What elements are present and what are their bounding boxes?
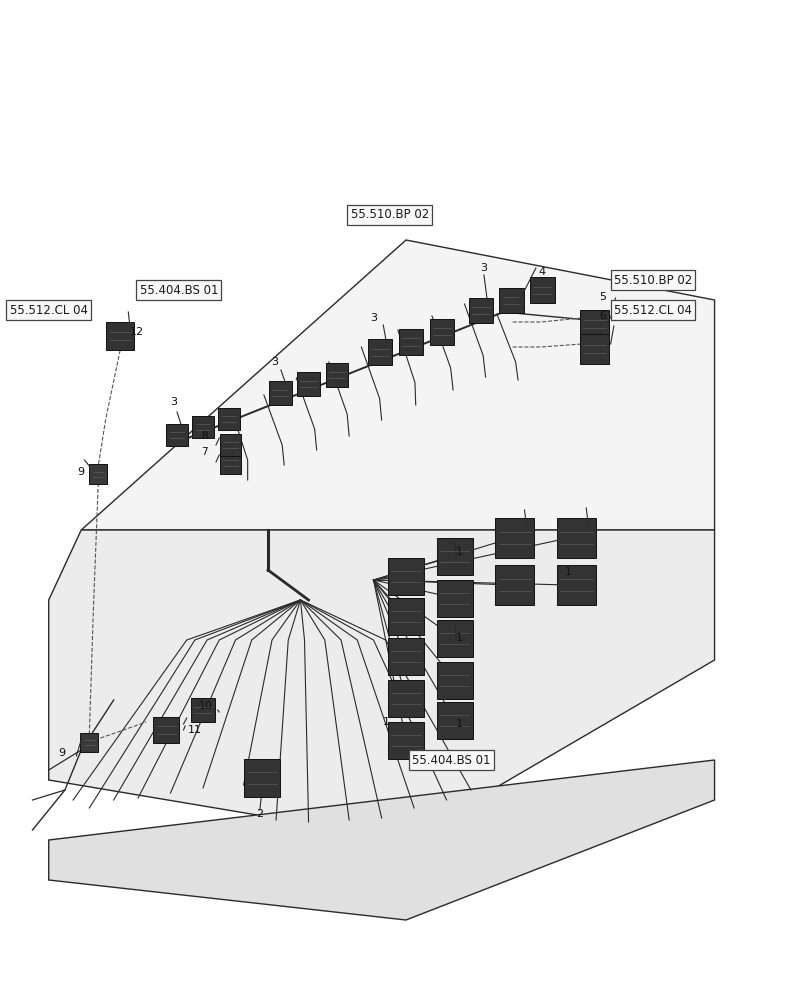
Text: 1: 1 <box>456 633 462 643</box>
Text: 12: 12 <box>129 327 144 337</box>
Text: 8: 8 <box>201 431 208 441</box>
FancyBboxPatch shape <box>388 722 423 759</box>
FancyBboxPatch shape <box>556 518 595 558</box>
Text: 1: 1 <box>564 567 571 577</box>
Text: 11: 11 <box>187 725 202 735</box>
FancyBboxPatch shape <box>325 363 348 387</box>
FancyBboxPatch shape <box>268 381 291 405</box>
Text: 3: 3 <box>170 397 177 407</box>
FancyBboxPatch shape <box>244 759 280 797</box>
Text: 55.510.BP 02: 55.510.BP 02 <box>613 273 691 286</box>
FancyBboxPatch shape <box>218 408 239 430</box>
Text: 3: 3 <box>271 357 277 367</box>
FancyBboxPatch shape <box>530 277 554 302</box>
Text: 3: 3 <box>480 263 487 273</box>
Text: 1: 1 <box>456 719 462 729</box>
FancyBboxPatch shape <box>436 580 472 616</box>
FancyBboxPatch shape <box>579 334 608 363</box>
Text: 2: 2 <box>256 809 263 819</box>
FancyBboxPatch shape <box>398 330 423 355</box>
Polygon shape <box>49 530 714 840</box>
Polygon shape <box>81 240 714 530</box>
FancyBboxPatch shape <box>388 680 423 716</box>
Polygon shape <box>49 760 714 920</box>
Text: 9: 9 <box>77 467 84 477</box>
Text: 55.510.BP 02: 55.510.BP 02 <box>350 209 428 222</box>
Text: 1: 1 <box>456 547 462 557</box>
FancyBboxPatch shape <box>436 538 472 575</box>
FancyBboxPatch shape <box>220 452 241 474</box>
Text: 55.404.BS 01: 55.404.BS 01 <box>412 754 491 766</box>
Text: 7: 7 <box>201 447 208 457</box>
FancyBboxPatch shape <box>153 717 179 743</box>
FancyBboxPatch shape <box>220 434 241 456</box>
FancyBboxPatch shape <box>468 298 492 322</box>
FancyBboxPatch shape <box>579 310 608 338</box>
Text: 6: 6 <box>599 311 605 321</box>
FancyBboxPatch shape <box>495 565 534 605</box>
Text: 55.512.CL 04: 55.512.CL 04 <box>613 304 691 316</box>
FancyBboxPatch shape <box>166 424 187 446</box>
Text: 5: 5 <box>599 292 605 302</box>
FancyBboxPatch shape <box>297 372 320 396</box>
Text: 10: 10 <box>199 701 213 711</box>
FancyBboxPatch shape <box>388 638 423 675</box>
Text: 4: 4 <box>539 267 545 277</box>
FancyBboxPatch shape <box>436 702 472 738</box>
FancyBboxPatch shape <box>436 619 472 657</box>
FancyBboxPatch shape <box>499 288 523 312</box>
Text: 55.512.CL 04: 55.512.CL 04 <box>10 304 88 316</box>
FancyBboxPatch shape <box>429 320 453 344</box>
FancyBboxPatch shape <box>495 518 534 558</box>
FancyBboxPatch shape <box>388 597 423 635</box>
FancyBboxPatch shape <box>388 558 423 594</box>
Text: 3: 3 <box>370 313 376 323</box>
FancyBboxPatch shape <box>191 698 215 722</box>
FancyBboxPatch shape <box>556 565 595 605</box>
FancyBboxPatch shape <box>436 662 472 699</box>
FancyBboxPatch shape <box>367 340 392 364</box>
FancyBboxPatch shape <box>80 732 98 752</box>
FancyBboxPatch shape <box>192 416 213 438</box>
FancyBboxPatch shape <box>89 464 107 484</box>
Text: 9: 9 <box>58 748 65 758</box>
FancyBboxPatch shape <box>106 322 134 350</box>
Text: 55.404.BS 01: 55.404.BS 01 <box>139 284 218 296</box>
Text: 1: 1 <box>383 717 389 727</box>
